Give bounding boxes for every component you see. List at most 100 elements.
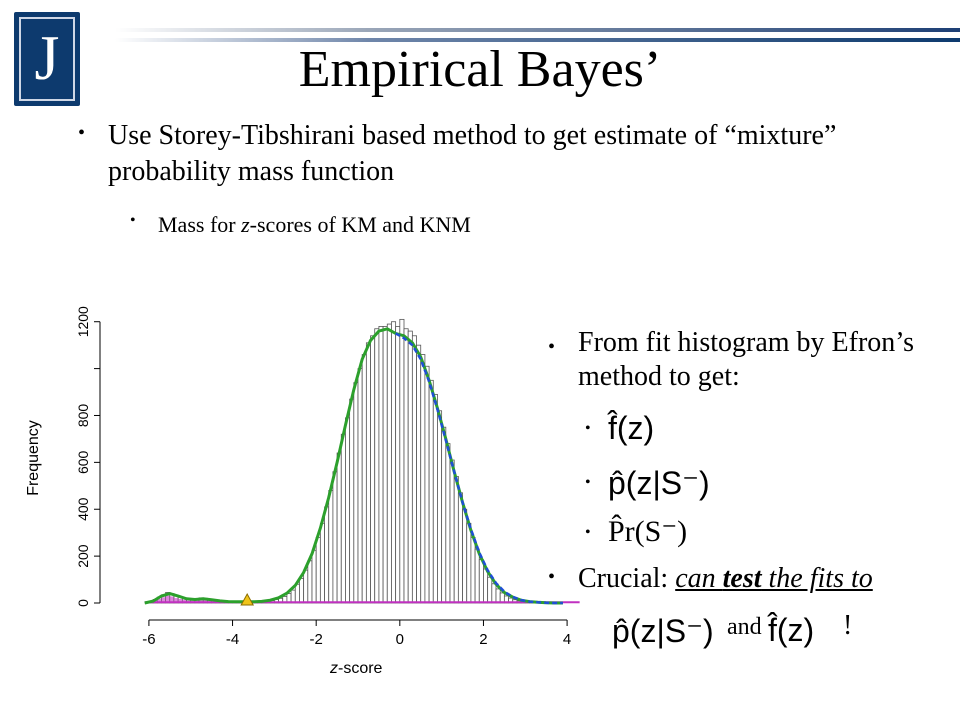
- crucial-bullet: Crucial: can test the fits to: [578, 563, 873, 594]
- y-tick-label: 400: [75, 497, 91, 521]
- mixture-mass-bar: [157, 598, 162, 603]
- histogram-bar: [353, 382, 359, 604]
- histogram-bar: [445, 443, 451, 604]
- header-rule-bottom: [115, 38, 960, 42]
- histogram-bar: [424, 365, 430, 604]
- histogram-bar: [411, 335, 417, 604]
- mixture-mass-bar: [199, 599, 204, 603]
- mixture-mass-bar: [174, 598, 179, 603]
- histogram-bar: [345, 417, 351, 604]
- histogram-bar: [495, 588, 501, 604]
- bullet-dot: •: [78, 122, 86, 144]
- histogram-bar: [357, 368, 363, 604]
- formula-pr-hat: P̂r(S⁻): [608, 515, 688, 548]
- y-tick-label: 1200: [75, 306, 91, 337]
- bullet-dot: •: [548, 566, 556, 588]
- histogram-bar: [299, 577, 305, 604]
- main-bullet: Use Storey-Tibshirani based method to ge…: [108, 120, 837, 187]
- formula-p-hat: p̂(z|S⁻): [608, 465, 710, 501]
- bullet-dot: •: [585, 524, 591, 541]
- fit-curve-solid: [144, 327, 563, 605]
- university-logo: J: [14, 12, 80, 106]
- histogram-bar: [303, 569, 309, 604]
- histogram-bar: [483, 568, 489, 604]
- histogram-bar: [487, 576, 493, 604]
- histogram-bar: [399, 318, 405, 604]
- histogram-bar: [374, 328, 380, 604]
- histogram-bar: [336, 452, 342, 604]
- histogram-bar: [319, 522, 325, 604]
- histogram-bar: [441, 426, 447, 604]
- x-axis-caption: z-score: [330, 660, 383, 677]
- y-tick-label: 600: [75, 450, 91, 474]
- formula-f-hat-test: f̂(z): [768, 612, 815, 648]
- histogram-bar: [457, 492, 463, 604]
- histogram-bar: [453, 476, 459, 604]
- crucial-emphasis: can test the fits to: [675, 563, 873, 594]
- histogram-bar: [328, 490, 334, 604]
- exclaim-text: !: [843, 610, 853, 641]
- histogram-bar: [315, 536, 321, 604]
- histogram-bar: [349, 398, 355, 604]
- histogram-bar: [340, 433, 346, 604]
- bullet-dot: •: [585, 420, 591, 437]
- y-axis-label: Frequency: [25, 420, 42, 496]
- x-tick-label: -2: [310, 631, 323, 648]
- histogram-bar: [403, 328, 409, 604]
- histogram-bar: [407, 330, 413, 604]
- histogram-bar: [395, 326, 401, 604]
- x-tick-label: -6: [142, 631, 155, 648]
- histogram-bar: [474, 548, 480, 604]
- bullet-dot: •: [130, 212, 136, 229]
- histogram-chart: Frequency 0 200 400 600 800 1200 -6 -4 -2 0 2 4: [25, 306, 580, 648]
- sub-bullet: Mass for z-scores of KM and KNM: [158, 212, 471, 237]
- y-tick-label: 800: [75, 404, 91, 428]
- fit-curve-dashed: [394, 332, 563, 605]
- histogram-bar: [386, 323, 392, 604]
- histogram-bar: [311, 549, 317, 604]
- slide-title: Empirical Bayes’: [298, 41, 662, 98]
- histogram-bar: [466, 522, 472, 604]
- right-bullet-1: From fit histogram by Efron’s method to …: [578, 327, 914, 392]
- histogram-bar: [324, 506, 330, 604]
- threshold-marker: [240, 592, 255, 606]
- y-tick-label: 0: [75, 599, 91, 607]
- y-tick-label: 200: [75, 544, 91, 568]
- mixture-mass-bar: [178, 598, 183, 603]
- histogram-bar: [378, 326, 384, 604]
- histogram-bar: [290, 589, 296, 604]
- histogram-bar: [365, 342, 371, 604]
- histogram-bar: [432, 393, 438, 604]
- histogram-bar: [437, 410, 443, 604]
- x-tick-label: 2: [479, 631, 487, 648]
- x-tick-label: 4: [563, 631, 571, 648]
- histogram-bar: [391, 321, 397, 604]
- histogram-bar: [307, 560, 313, 604]
- x-tick-label: 0: [396, 631, 404, 648]
- header-rule-top: [115, 28, 960, 32]
- mixture-mass-bar: [165, 595, 170, 603]
- histogram-bar: [478, 559, 484, 604]
- histogram-bar: [294, 583, 300, 604]
- histogram-bar: [361, 354, 367, 604]
- bullet-dot: •: [548, 336, 556, 358]
- histogram-bar: [491, 583, 497, 604]
- logo-letter: J: [34, 22, 60, 93]
- histogram-bar: [370, 335, 376, 604]
- histogram-bar: [462, 508, 468, 604]
- bullet-dot: •: [585, 474, 591, 491]
- histogram-bar: [382, 326, 388, 604]
- histogram-bar: [420, 354, 426, 604]
- mixture-mass-bar: [169, 596, 174, 603]
- formula-p-hat-test: p̂(z|S⁻): [612, 613, 714, 649]
- histogram-bar: [449, 459, 455, 604]
- and-text: and: [727, 614, 762, 640]
- histogram-bar: [416, 344, 422, 604]
- x-tick-label: -4: [226, 631, 239, 648]
- crucial-test-word: test: [722, 563, 762, 594]
- histogram-bar: [428, 379, 434, 604]
- mixture-mass-bar: [161, 597, 166, 603]
- histogram-bar: [332, 471, 338, 604]
- formula-f-hat: f̂(z): [608, 410, 655, 446]
- histogram-bar: [470, 536, 476, 604]
